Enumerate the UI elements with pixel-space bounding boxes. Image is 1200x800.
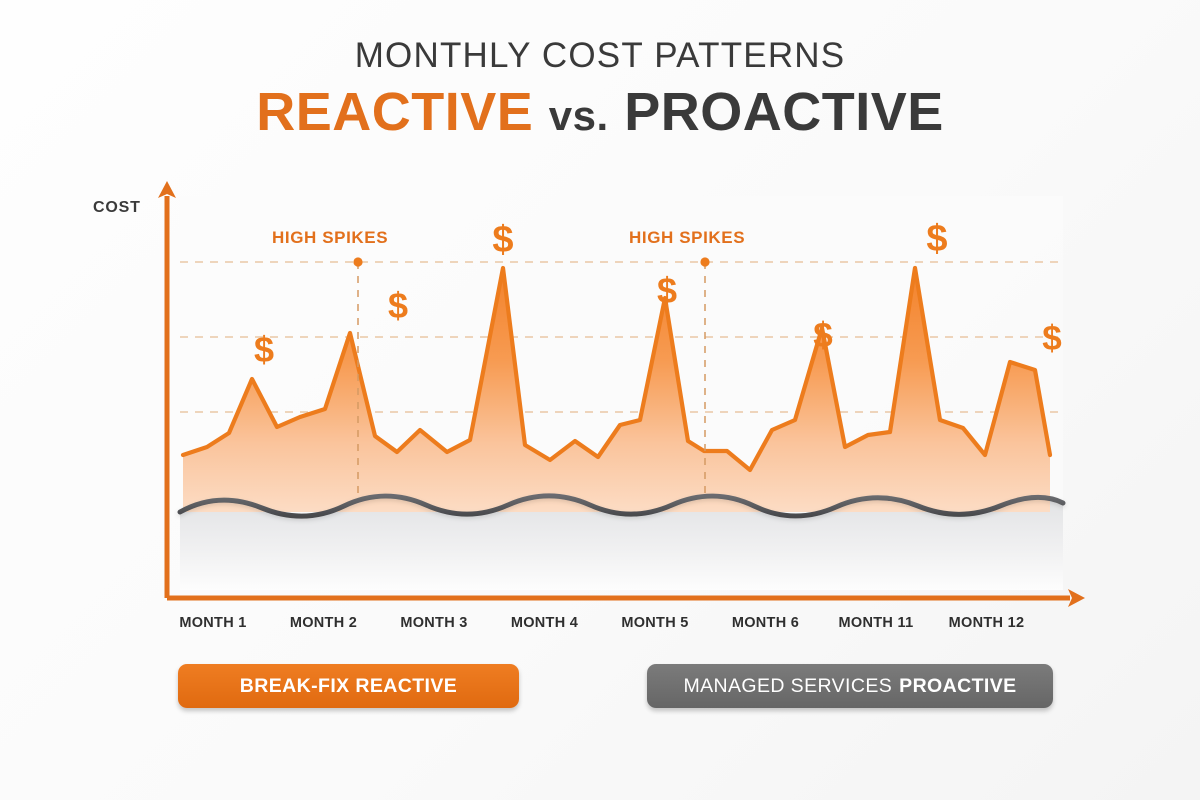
plot-background (180, 196, 1063, 590)
title-block: MONTHLY COST PATTERNS REACTIVE vs. PROAC… (0, 38, 1200, 139)
x-axis-tick-label: MONTH 1 (179, 615, 247, 631)
legend-proactive-strong: PROACTIVE (899, 674, 1017, 697)
spike-callout-dot-1 (353, 257, 363, 267)
x-axis-tick-label: MONTH 6 (731, 615, 800, 631)
page-subtitle: MONTHLY COST PATTERNS (354, 36, 846, 75)
x-axis-tick-label: MONTH 2 (289, 615, 358, 631)
spike-callout-dot-2 (700, 257, 710, 267)
legend-item-break-fix-reactive[interactable]: BREAK-FIX REACTIVE (178, 664, 519, 708)
proactive-area-fill (180, 496, 1063, 590)
legend-reactive-label: BREAK-FIX REACTIVE (239, 674, 458, 697)
dollar-marker-icon: $ (1042, 319, 1061, 358)
dollar-marker-icon: $ (254, 329, 274, 370)
spike-callout-1 (353, 257, 363, 495)
x-axis-tick-label: MONTH 11 (838, 615, 914, 631)
y-axis (158, 181, 176, 598)
legend: BREAK-FIX REACTIVE MANAGED SERVICES PROA… (0, 664, 1200, 712)
page-title: REACTIVE vs. PROACTIVE (0, 85, 1200, 139)
gridlines (180, 261, 1063, 413)
dollar-marker-icon: $ (388, 285, 408, 326)
x-axis-tick-labels: MONTH 1 MONTH 2 MONTH 3 MONTH 4 MONTH 5 MONTH… (0, 615, 1200, 637)
title-word-proactive: PROACTIVE (624, 82, 944, 142)
x-axis (167, 589, 1085, 607)
proactive-line (177, 493, 1066, 519)
title-word-vs: vs. (548, 92, 609, 139)
x-axis-tick-label: MONTH 5 (621, 615, 689, 631)
reactive-line (180, 265, 1053, 473)
dollar-marker-icon: $ (926, 218, 947, 260)
x-axis-tick-label: MONTH 4 (510, 615, 579, 631)
y-axis-label: COST (93, 199, 141, 216)
x-axis-tick-label: MONTH 3 (400, 615, 468, 631)
high-spikes-label-2: HIGH SPIKES (629, 228, 746, 247)
dollar-marker-icon: $ (492, 219, 513, 261)
legend-item-managed-services-proactive[interactable]: MANAGED SERVICES PROACTIVE (647, 664, 1053, 708)
dollar-marker-icon: $ (813, 316, 832, 355)
spike-callout-2 (700, 257, 710, 495)
reactive-area-fill (183, 268, 1050, 512)
y-axis-arrow-icon (158, 181, 176, 198)
dollar-marker-icon: $ (657, 270, 677, 311)
legend-proactive-prefix: MANAGED SERVICES (683, 674, 893, 697)
high-spikes-label-1: HIGH SPIKES (272, 228, 389, 247)
x-axis-tick-label: MONTH 12 (948, 615, 1025, 631)
x-axis-arrow-icon (1068, 589, 1085, 607)
title-word-reactive: REACTIVE (256, 82, 534, 142)
